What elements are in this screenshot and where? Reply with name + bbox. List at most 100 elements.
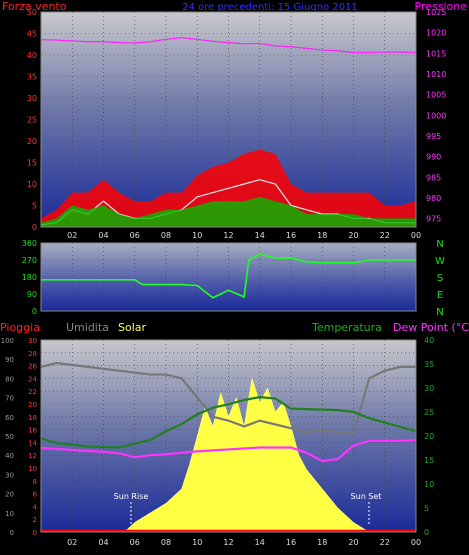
humidity-tick-label: 100 xyxy=(1,337,14,345)
pressure-tick-label: 1020 xyxy=(426,29,446,38)
sun-set-label: Sun Set xyxy=(351,492,382,501)
humidity-tick-label: 30 xyxy=(5,471,14,479)
wind-x-tick-label: 14 xyxy=(255,231,265,240)
series-pressione-line xyxy=(40,37,417,54)
pressure-tick-label: 1025 xyxy=(426,8,446,17)
rain-tick-label: 10 xyxy=(28,465,37,473)
wind-tick-label: 45 xyxy=(27,30,37,39)
wind-x-tick-label: 18 xyxy=(317,231,327,240)
series-avg-area xyxy=(41,196,416,227)
temperature-axis-title: Temperatura xyxy=(311,321,382,334)
wind-tick-label: 35 xyxy=(27,73,37,82)
rain-tick-label: 26 xyxy=(28,363,37,371)
temp-x-tick-label: 04 xyxy=(98,538,108,547)
rain-tick-label: 20 xyxy=(28,401,37,409)
rain-tick-label: 2 xyxy=(33,516,37,524)
humidity-tick-label: 70 xyxy=(5,395,14,403)
temp-x-tick-label: 16 xyxy=(286,538,296,547)
humidity-tick-label: 10 xyxy=(5,510,14,518)
temp-panel-frame xyxy=(40,339,417,533)
temperature-tick-label: 20 xyxy=(424,432,434,441)
series-direction-line xyxy=(41,253,416,299)
compass-label: N xyxy=(436,239,443,250)
temp-x-tick-label: 20 xyxy=(348,538,358,547)
temp-x-tick-label: 14 xyxy=(255,538,265,547)
direction-tick-label: 0 xyxy=(32,307,37,316)
wind-panel-frame xyxy=(40,11,417,228)
rain-tick-label: 6 xyxy=(33,491,38,499)
humidity-tick-label: 0 xyxy=(10,529,14,537)
pressure-tick-label: 980 xyxy=(426,194,441,203)
series-layer xyxy=(40,37,417,533)
rain-tick-label: 8 xyxy=(33,478,37,486)
humidity-tick-label: 40 xyxy=(5,452,14,460)
direction-tick-label: 90 xyxy=(27,290,37,299)
rain-tick-label: 4 xyxy=(33,503,38,511)
rain-tick-label: 30 xyxy=(28,337,37,345)
humidity-tick-label: 80 xyxy=(5,375,14,383)
temperature-tick-label: 5 xyxy=(424,504,429,513)
pressure-tick-label: 1015 xyxy=(426,49,446,58)
wind-tick-label: 5 xyxy=(32,202,37,211)
wind-tick-label: 50 xyxy=(27,8,37,17)
rain-tick-label: 24 xyxy=(28,375,37,383)
humidity-axis-title: Umidita xyxy=(66,321,109,334)
wind-x-tick-label: 12 xyxy=(223,231,233,240)
humidity-tick-label: 50 xyxy=(5,433,14,441)
rain-tick-label: 28 xyxy=(28,350,37,358)
wind-tick-label: 0 xyxy=(32,223,37,232)
wind-tick-label: 10 xyxy=(27,180,37,189)
temp-x-tick-label: 22 xyxy=(380,538,390,547)
temp-x-tick-label: 12 xyxy=(223,538,233,547)
wind-x-tick-label: 06 xyxy=(130,231,140,240)
rain-tick-label: 18 xyxy=(28,414,37,422)
wind-x-tick-label: 04 xyxy=(98,231,108,240)
temp-x-tick-label: 08 xyxy=(161,538,171,547)
wind-tick-label: 25 xyxy=(27,116,37,125)
rain-tick-label: 0 xyxy=(33,529,37,537)
direction-panel-frame xyxy=(40,242,417,312)
wind-x-tick-label: 22 xyxy=(380,231,390,240)
tick-labels: 0510152025303540455097598098599099510001… xyxy=(1,8,447,547)
temp-x-tick-label: 10 xyxy=(192,538,202,547)
series-dew-point-line xyxy=(40,438,417,463)
wind-axis-title: Forza vento xyxy=(2,0,67,13)
temp-x-tick-label: 18 xyxy=(317,538,327,547)
wind-x-tick-label: 02 xyxy=(67,231,77,240)
pressure-tick-label: 995 xyxy=(426,132,441,141)
wind-x-tick-label: 20 xyxy=(348,231,358,240)
wind-x-tick-label: 08 xyxy=(161,231,171,240)
temperature-tick-label: 30 xyxy=(424,384,434,393)
chart-title: 24 ore precedenti: 15 Giugno 2011 xyxy=(182,2,358,13)
direction-tick-label: 270 xyxy=(22,256,37,265)
pressure-tick-label: 1010 xyxy=(426,70,446,79)
temp-x-tick-label: 06 xyxy=(130,538,140,547)
wind-x-tick-label: 10 xyxy=(192,231,202,240)
sun-rise-label: Sun Rise xyxy=(114,492,149,501)
wind-tick-label: 15 xyxy=(27,159,37,168)
temp-x-tick-label: 00 xyxy=(411,538,421,547)
pressure-tick-label: 985 xyxy=(426,173,441,182)
pressure-axis-title: Pressione xyxy=(415,0,468,13)
compass-label: S xyxy=(437,273,443,284)
direction-tick-label: 360 xyxy=(22,239,37,248)
pressure-tick-label: 1005 xyxy=(426,91,446,100)
rain-axis-title: Pioggia xyxy=(0,321,40,334)
rain-tick-label: 14 xyxy=(28,439,37,447)
direction-tick-label: 180 xyxy=(22,273,37,282)
rain-tick-label: 12 xyxy=(28,452,37,460)
pressure-tick-label: 990 xyxy=(426,153,441,162)
wind-x-tick-label: 16 xyxy=(286,231,296,240)
wind-tick-label: 30 xyxy=(27,94,37,103)
compass-label: N xyxy=(436,307,443,318)
compass-label: E xyxy=(437,290,443,301)
wind-tick-label: 40 xyxy=(27,51,37,60)
humidity-tick-label: 90 xyxy=(5,356,14,364)
wind-tick-label: 20 xyxy=(27,137,37,146)
compass-label: W xyxy=(435,256,445,267)
rain-tick-label: 16 xyxy=(28,427,37,435)
temperature-tick-label: 25 xyxy=(424,408,434,417)
series-umidita-line xyxy=(40,361,416,436)
